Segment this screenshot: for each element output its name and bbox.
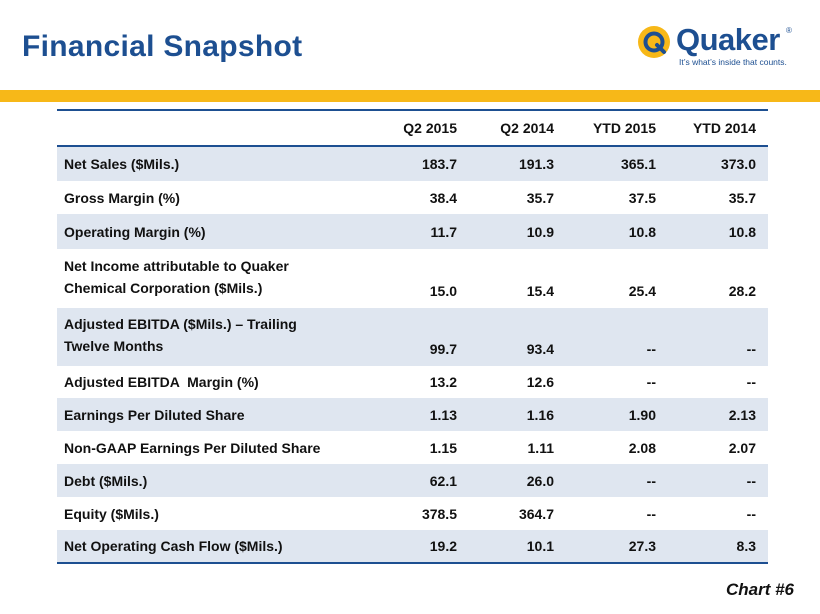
cell-value: 8.3 xyxy=(668,530,768,564)
row-label-line: Chemical Corporation ($Mils.) xyxy=(64,279,263,296)
accent-bar xyxy=(0,90,820,102)
column-header: Q2 2014 xyxy=(469,109,566,147)
row-label: Net Operating Cash Flow ($Mils.) xyxy=(57,530,374,564)
cell-value: 2.08 xyxy=(628,439,656,456)
row-label: Adjusted EBITDA ($Mils.) – Trailing Twelv… xyxy=(57,308,374,366)
table-row: Adjusted EBITDA ($Mils.) – Trailing Twelv… xyxy=(57,308,768,366)
cell-value: 183.7 xyxy=(374,146,469,181)
table-row: Debt ($Mils.) 62.1 26.0 -- -- xyxy=(57,464,768,497)
cell-value: -- xyxy=(746,374,756,390)
cell-value: 1.16 xyxy=(469,398,566,431)
row-label: Operating Margin (%) xyxy=(57,214,374,249)
cell-value: 93.4 xyxy=(469,308,566,366)
table-row: Net Operating Cash Flow ($Mils.) 19.2 10… xyxy=(57,530,768,564)
cell-value: -- xyxy=(646,505,656,522)
row-label: Net Sales ($Mils.) xyxy=(57,146,374,181)
column-header: Q2 2015 xyxy=(374,109,469,147)
cell-value: 99.7 xyxy=(374,308,469,366)
row-label-line: Gross Margin (%) xyxy=(64,189,180,206)
row-label-line: Net Sales ($Mils.) xyxy=(64,156,180,172)
cell-value: 27.3 xyxy=(566,530,668,564)
cell-value: 26.0 xyxy=(469,464,566,497)
cell-value: 378.5 xyxy=(421,505,457,522)
row-label-line: Net Operating Cash Flow ($Mils.) xyxy=(64,538,283,554)
cell-value: 2.13 xyxy=(668,398,768,431)
cell-value: 35.7 xyxy=(526,189,554,206)
quaker-q-icon xyxy=(638,26,670,58)
cell-value: 364.7 xyxy=(518,505,554,522)
row-label: Debt ($Mils.) xyxy=(57,464,374,497)
page-title: Financial Snapshot xyxy=(22,30,303,63)
row-label-line: Adjusted EBITDA ($Mils.) – Trailing xyxy=(64,316,297,332)
header-blank xyxy=(57,109,374,147)
cell-value: 28.2 xyxy=(728,283,756,299)
cell-value: 13.2 xyxy=(429,374,457,390)
cell-value: 25.4 xyxy=(628,283,656,299)
table-row: Operating Margin (%) 11.7 10.9 10.8 10.8 xyxy=(57,214,768,249)
cell-value: 11.7 xyxy=(374,214,469,249)
row-label-line: Net Income attributable to Quaker xyxy=(64,257,289,274)
cell-value: 1.11 xyxy=(527,439,554,456)
table-row: Equity ($Mils.) 378.5 364.7 -- -- xyxy=(57,497,768,530)
cell-value: 2.07 xyxy=(728,439,756,456)
cell-value: 373.0 xyxy=(668,146,768,181)
cell-value: 62.1 xyxy=(374,464,469,497)
table-row: Gross Margin (%) 38.4 35.7 37.5 35.7 xyxy=(57,181,768,214)
company-logo: Quaker ® It’s what’s inside that counts. xyxy=(636,20,806,68)
row-label-line: Non-GAAP Earnings Per Diluted Share xyxy=(64,439,321,456)
row-label: Non-GAAP Earnings Per Diluted Share xyxy=(57,431,374,464)
cell-value: 35.7 xyxy=(728,189,756,206)
row-label: Adjusted EBITDA Margin (%) xyxy=(57,366,374,398)
cell-value: 10.8 xyxy=(668,214,768,249)
logo-tagline: It’s what’s inside that counts. xyxy=(679,57,787,67)
row-label: Gross Margin (%) xyxy=(57,181,374,214)
cell-value: 15.0 xyxy=(429,283,457,299)
cell-value: -- xyxy=(566,308,668,366)
row-label: Earnings Per Diluted Share xyxy=(57,398,374,431)
cell-value: 15.4 xyxy=(526,283,554,299)
cell-value: -- xyxy=(668,464,768,497)
cell-value: -- xyxy=(646,374,656,390)
cell-value: 1.90 xyxy=(566,398,668,431)
row-label: Equity ($Mils.) xyxy=(57,497,374,530)
cell-value: 10.1 xyxy=(469,530,566,564)
row-label-line: Adjusted EBITDA Margin (%) xyxy=(64,374,259,390)
cell-value: 12.6 xyxy=(526,374,554,390)
row-label-line: Operating Margin (%) xyxy=(64,223,206,240)
logo-wordmark: Quaker xyxy=(676,22,780,57)
cell-value: 19.2 xyxy=(374,530,469,564)
table-header-row: Q2 2015 Q2 2014 YTD 2015 YTD 2014 xyxy=(57,109,768,147)
cell-value: 10.9 xyxy=(469,214,566,249)
cell-value: 37.5 xyxy=(628,189,656,206)
row-label-line: Twelve Months xyxy=(64,338,164,354)
registered-mark: ® xyxy=(786,26,792,35)
table-row: Net Income attributable to Quaker Chemica… xyxy=(57,249,768,308)
cell-value: 365.1 xyxy=(566,146,668,181)
cell-value: 191.3 xyxy=(469,146,566,181)
cell-value: -- xyxy=(746,505,756,522)
row-label-line: Debt ($Mils.) xyxy=(64,472,148,489)
table-row: Non-GAAP Earnings Per Diluted Share 1.15… xyxy=(57,431,768,464)
cell-value: 1.13 xyxy=(374,398,469,431)
table-row: Net Sales ($Mils.) 183.7 191.3 365.1 373… xyxy=(57,146,768,181)
cell-value: -- xyxy=(566,464,668,497)
table-row: Adjusted EBITDA Margin (%) 13.2 12.6 -- … xyxy=(57,366,768,398)
chart-number-label: Chart #6 xyxy=(725,580,794,599)
cell-value: -- xyxy=(668,308,768,366)
cell-value: 38.4 xyxy=(429,189,457,206)
column-header: YTD 2015 xyxy=(566,109,668,147)
row-label: Net Income attributable to Quaker Chemica… xyxy=(57,249,374,308)
table-row: Earnings Per Diluted Share 1.13 1.16 1.9… xyxy=(57,398,768,431)
row-label-line: Earnings Per Diluted Share xyxy=(64,406,245,423)
financial-table: Q2 2015 Q2 2014 YTD 2015 YTD 2014 Net Sa… xyxy=(57,109,768,564)
row-label-line: Equity ($Mils.) xyxy=(64,505,159,522)
column-header: YTD 2014 xyxy=(668,109,768,147)
cell-value: 1.15 xyxy=(429,439,457,456)
cell-value: 10.8 xyxy=(566,214,668,249)
